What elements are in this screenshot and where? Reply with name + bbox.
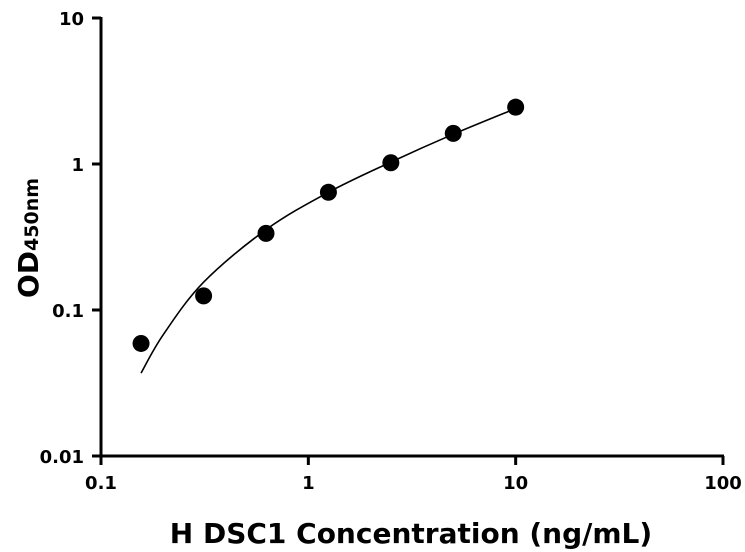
x-tick-label-3: 100 [704,473,742,494]
x-tick-label-2: 10 [503,473,528,494]
data-point-3 [319,183,337,201]
y-tick-label-1: 0.1 [52,301,84,322]
y-tick-label-2: 1 [71,155,84,176]
data-point-0 [132,334,150,352]
y-axis-label-main: OD [12,251,45,298]
x-tick-label-0: 0.1 [85,473,117,494]
data-point-2 [257,224,275,242]
y-axis-label: OD450nm [12,178,45,298]
x-axis-label: H DSC1 Concentration (ng/mL) [170,517,652,550]
data-points-layer [132,98,525,352]
svg-text:OD450nm: OD450nm [12,178,45,298]
data-point-4 [382,154,400,172]
data-point-6 [507,98,525,116]
y-tick-label-0: 0.01 [40,447,84,468]
y-axis-label-subscript: 450nm [21,178,43,251]
fit-curve-layer [140,107,516,374]
x-tick-label-1: 1 [302,473,315,494]
data-point-1 [195,287,213,305]
y-tick-label-3: 10 [59,9,84,30]
fit-curve [140,107,516,374]
data-point-5 [444,124,462,142]
